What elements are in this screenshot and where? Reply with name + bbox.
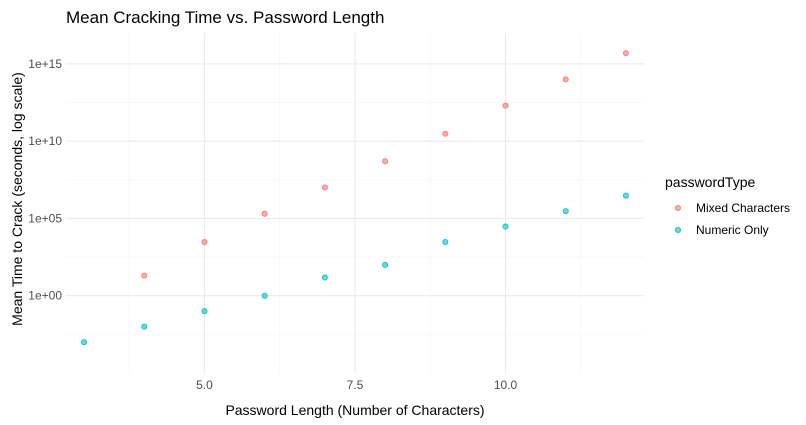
legend: passwordType Mixed Characters Numeric Onl… xyxy=(665,174,790,237)
legend-key-mixed-characters xyxy=(675,204,682,211)
y-tick-label: 1e+10 xyxy=(28,134,62,148)
point-numeric-only xyxy=(141,323,148,330)
point-numeric-only xyxy=(321,274,328,281)
legend-key-numeric-only xyxy=(675,226,682,233)
grid xyxy=(66,33,644,373)
point-mixed-characters xyxy=(622,50,629,57)
x-tick-label: 10.0 xyxy=(494,378,518,392)
y-tick-label: 1e+05 xyxy=(28,211,62,225)
point-mixed-characters xyxy=(562,76,569,83)
point-numeric-only xyxy=(442,238,449,245)
point-mixed-characters xyxy=(201,238,208,245)
y-tick-label: 1e+15 xyxy=(28,57,62,71)
point-mixed-characters xyxy=(382,158,389,165)
point-numeric-only xyxy=(382,261,389,268)
point-numeric-only xyxy=(81,339,88,346)
tick-labels: 5.0 7.5 10.0 1e+00 1e+05 1e+10 1e+15 xyxy=(28,57,517,392)
point-mixed-characters xyxy=(502,102,509,109)
point-numeric-only xyxy=(562,208,569,215)
y-tick-label: 1e+00 xyxy=(28,289,62,303)
point-numeric-only xyxy=(261,292,268,299)
point-mixed-characters xyxy=(261,210,268,217)
data-points xyxy=(81,50,629,346)
legend-items: Mixed Characters Numeric Only xyxy=(675,201,790,237)
x-tick-label: 5.0 xyxy=(196,378,213,392)
point-numeric-only xyxy=(201,308,208,315)
legend-label-mixed-characters: Mixed Characters xyxy=(696,201,790,215)
point-mixed-characters xyxy=(321,184,328,191)
legend-title: passwordType xyxy=(665,174,755,190)
legend-label-numeric-only: Numeric Only xyxy=(696,223,769,237)
point-mixed-characters xyxy=(442,130,449,137)
point-numeric-only xyxy=(502,223,509,230)
y-axis-title: Mean Time to Crack (seconds, log scale) xyxy=(9,72,25,326)
point-numeric-only xyxy=(622,192,629,199)
x-tick-label: 7.5 xyxy=(347,378,364,392)
point-mixed-characters xyxy=(141,272,148,279)
x-axis-title: Password Length (Number of Characters) xyxy=(225,402,484,418)
chart-title: Mean Cracking Time vs. Password Length xyxy=(66,8,384,27)
